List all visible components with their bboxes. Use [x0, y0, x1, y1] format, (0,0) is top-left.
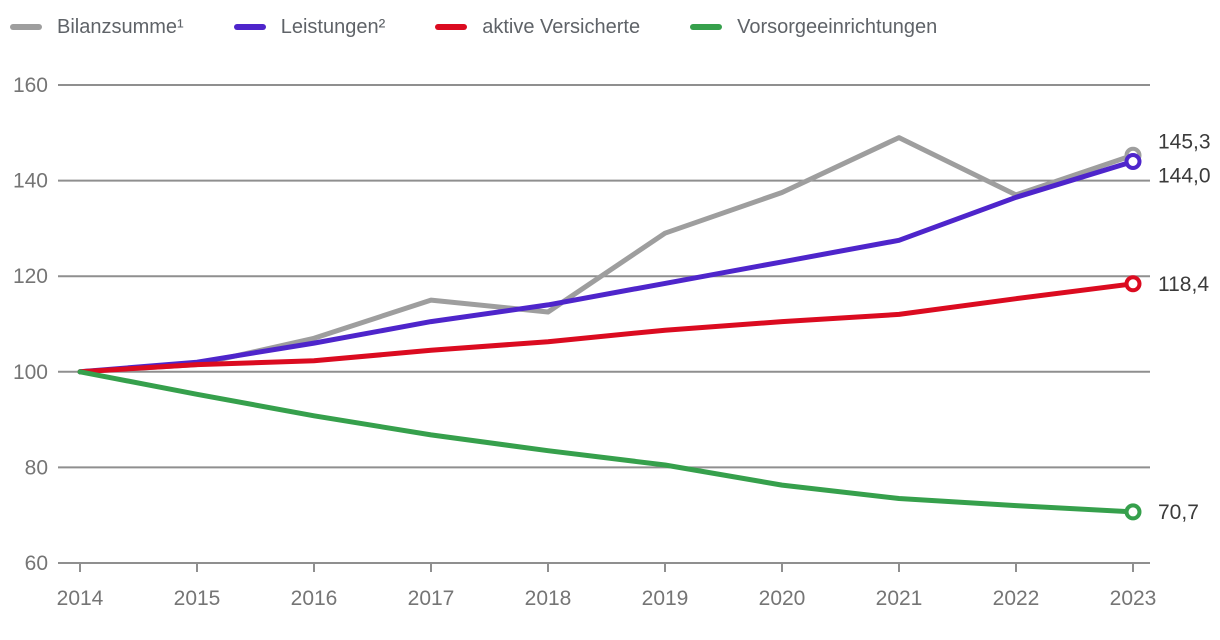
series-line-aktive-versicherte [77, 281, 1136, 375]
legend-item-aktive-versicherte[interactable]: aktive Versicherte [435, 16, 640, 39]
value-label-aktive-versicherte: 118,4 [1158, 273, 1209, 296]
x-tick-label: 2021 [876, 587, 923, 610]
series-line-vorsorgeeinrichtungen [77, 369, 1136, 515]
x-tick-label: 2023 [1110, 587, 1157, 610]
legend-swatch-icon [233, 24, 266, 30]
x-tick-label: 2017 [408, 587, 455, 610]
x-tick-label: 2018 [525, 587, 572, 610]
y-tick-label: 140 [13, 170, 48, 193]
y-tick-label: 100 [13, 361, 48, 384]
y-tick-label: 160 [13, 74, 48, 97]
legend-label: aktive Versicherte [482, 15, 641, 38]
y-tick-label: 60 [25, 552, 48, 575]
legend-item-leistungen[interactable]: Leistungen² [233, 15, 386, 39]
value-label-vorsorgeeinrichtungen: 70,7 [1158, 501, 1199, 524]
legend-swatch-icon [435, 24, 468, 30]
legend: Bilanzsumme¹ Leistungen² aktive Versichert… [0, 0, 1220, 38]
y-tick-label: 120 [13, 265, 48, 288]
end-marker-aktive-versicherte [1124, 275, 1142, 293]
value-label-bilanzsumme: 145,3 [1158, 130, 1211, 153]
legend-swatch-icon [10, 24, 42, 30]
x-tick-label: 2019 [642, 587, 689, 610]
legend-label: Vorsorgeeinrichtungen [737, 15, 938, 38]
end-marker-vorsorgeeinrichtungen [1124, 503, 1142, 521]
x-tick-label: 2020 [759, 587, 806, 610]
x-tick-label: 2022 [993, 587, 1040, 610]
legend-label: Leistungen² [280, 15, 386, 38]
end-marker-leistungen [1124, 153, 1142, 170]
legend-item-vorsorgeeinrichtungen[interactable]: Vorsorgeeinrichtungen [690, 16, 937, 39]
y-tick-label: 80 [25, 456, 48, 479]
legend-swatch-icon [690, 24, 723, 30]
x-tick-label: 2016 [291, 587, 338, 610]
legend-label: Bilanzsumme¹ [57, 15, 184, 38]
series-line-leistungen [77, 159, 1136, 375]
value-label-leistungen: 144,0 [1158, 164, 1211, 187]
chart-canvas: 60 80 100 120 140 160 2014 2015 2016 2017 2018 2019… [13, 74, 1211, 610]
x-tick-label: 2015 [174, 587, 221, 610]
legend-item-bilanzsumme[interactable]: Bilanzsumme¹ [10, 16, 184, 39]
x-tick-label: 2014 [57, 587, 104, 610]
